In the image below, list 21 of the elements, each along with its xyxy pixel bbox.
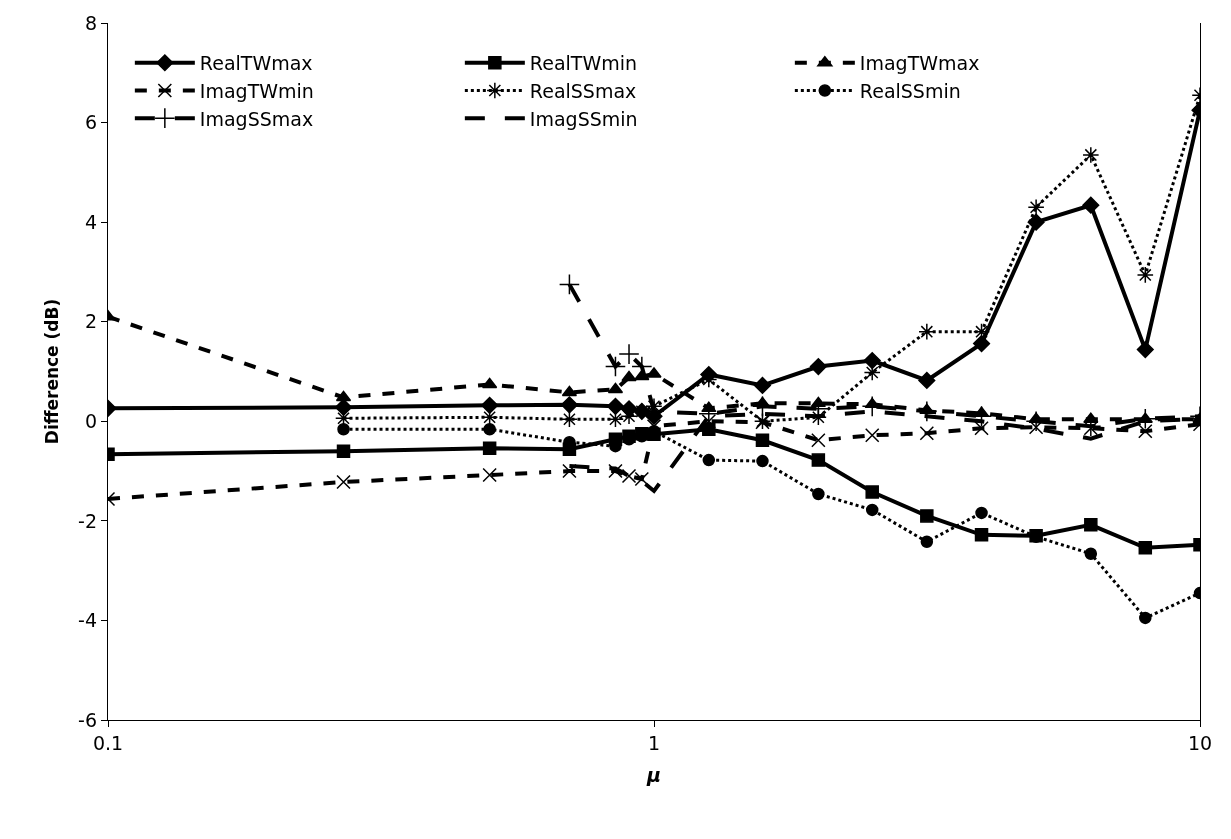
x-tick-label: 0.1: [92, 731, 124, 754]
legend-label: RealSSmax: [529, 79, 637, 102]
legend-label: RealTWmax: [199, 52, 313, 75]
y-axis-title: Difference (dB): [41, 298, 62, 445]
x-axis-title: μ: [646, 763, 661, 786]
legend-label: RealTWmin: [529, 52, 638, 75]
x-tick-label: 1: [647, 731, 661, 754]
legend-label: ImagSSmax: [199, 107, 314, 130]
legend-label: RealSSmin: [859, 79, 961, 102]
y-tick-label: 8: [84, 11, 98, 34]
y-tick-label: 4: [84, 210, 98, 233]
y-tick-label: -4: [78, 609, 98, 632]
x-tick-label: 10: [1187, 731, 1213, 754]
y-tick-label: -2: [78, 509, 98, 532]
y-tick-label: 6: [84, 111, 98, 134]
legend-label: ImagSSmin: [529, 107, 638, 130]
y-tick-label: -6: [78, 708, 98, 731]
legend-label: ImagTWmin: [199, 79, 314, 102]
y-tick-label: 0: [84, 409, 98, 432]
legend-label: ImagTWmax: [859, 52, 980, 75]
y-tick-label: 2: [84, 310, 98, 333]
